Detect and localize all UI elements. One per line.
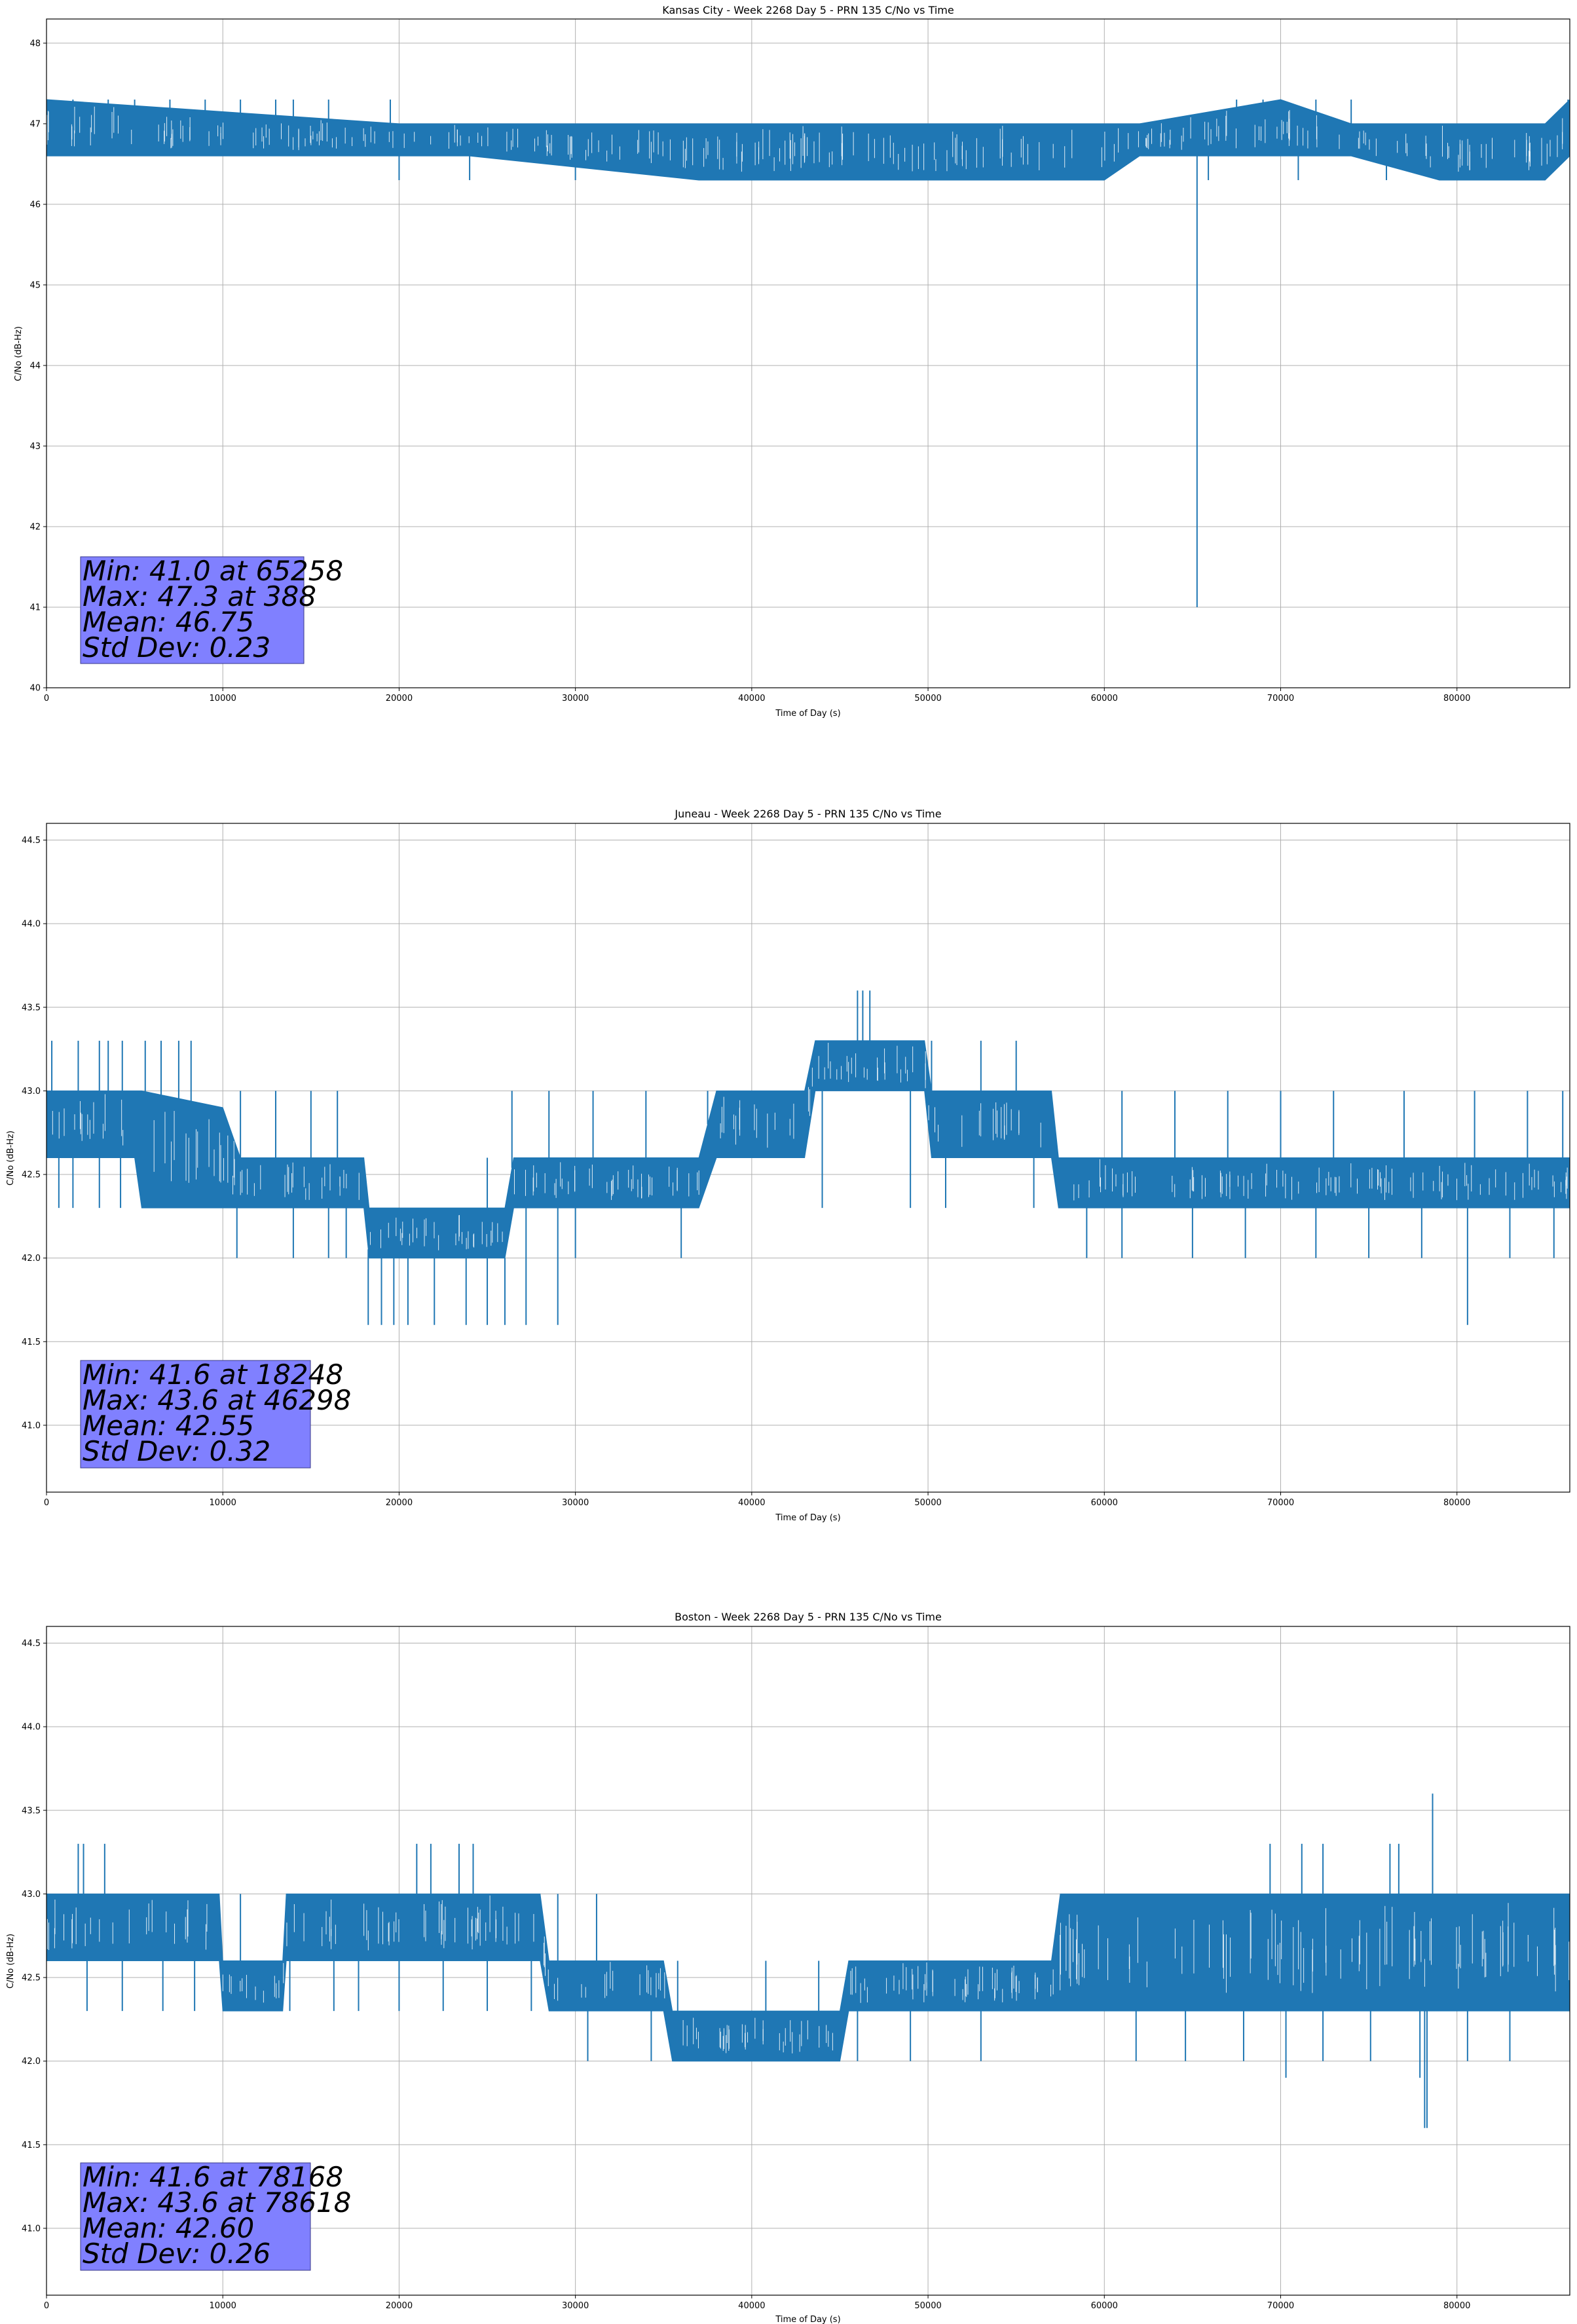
y-tick-label: 41.5 (22, 2141, 41, 2150)
x-tick-label: 80000 (1443, 2301, 1470, 2311)
y-axis-label: C/No (dB-Hz) (6, 1934, 16, 1989)
y-tick-label: 43 (29, 441, 41, 451)
x-tick-label: 60000 (1091, 2301, 1118, 2311)
stat-std-dev: Std Dev: 0.32 (83, 1435, 270, 1467)
stat-std-dev: Std Dev: 0.23 (83, 631, 270, 664)
x-axis-label: Time of Day (s) (775, 709, 840, 719)
y-axis-label: C/No (dB-Hz) (6, 1131, 16, 1186)
y-tick-label: 45 (29, 280, 41, 290)
x-tick-label: 10000 (210, 2301, 236, 2311)
plot-frame (46, 823, 1570, 1493)
y-axis-label: C/No (dB-Hz) (14, 326, 24, 381)
y-tick-label: 44.5 (22, 836, 41, 846)
x-tick-label: 10000 (210, 694, 236, 703)
y-tick-label: 42.5 (22, 1974, 41, 1983)
x-tick-label: 0 (44, 1498, 49, 1508)
chart-panel-juneau: Juneau - Week 2268 Day 5 - PRN 135 C/No … (6, 808, 1570, 1523)
signal-band (46, 99, 1570, 181)
x-tick-label: 40000 (738, 694, 765, 703)
x-tick-label: 20000 (386, 694, 413, 703)
stats-box: Min: 41.6 at 78168 Max: 43.6 at 78618 Me… (80, 2161, 351, 2271)
y-axis-ticks: 41.0 41.5 42.0 42.5 43.0 43.5 44.0 44.5 (22, 836, 46, 1431)
x-tick-label: 70000 (1267, 2301, 1294, 2311)
signal-band (46, 1893, 1570, 2062)
y-tick-label: 42.0 (22, 2057, 41, 2067)
stat-max: Max: 43.6 at 78618 (83, 2186, 351, 2219)
series-cno (46, 990, 1570, 1325)
x-axis-ticks: 0 10000 20000 30000 40000 50000 60000 70000 8000… (44, 1492, 1470, 1508)
x-tick-label: 40000 (738, 1498, 765, 1508)
chart-panel-kansas-city: Kansas City - Week 2268 Day 5 - PRN 135 … (14, 4, 1570, 719)
y-tick-label: 47 (29, 119, 41, 129)
y-tick-label: 46 (29, 200, 41, 210)
x-axis-label: Time of Day (s) (775, 2315, 840, 2324)
y-axis-ticks: 41.0 41.5 42.0 42.5 43.0 43.5 44.0 44.5 (22, 1639, 46, 2234)
x-tick-label: 0 (44, 694, 49, 703)
y-tick-label: 44 (29, 361, 41, 371)
y-axis-ticks: 40 41 42 43 44 45 46 47 48 (29, 39, 46, 694)
stat-max: Max: 47.3 at 388 (83, 580, 316, 612)
x-tick-label: 30000 (562, 2301, 589, 2311)
x-tick-label: 70000 (1267, 1498, 1294, 1508)
x-tick-label: 50000 (914, 2301, 941, 2311)
plot-frame (46, 1626, 1570, 2296)
chart-title: Kansas City - Week 2268 Day 5 - PRN 135 … (662, 4, 954, 16)
x-tick-label: 0 (44, 2301, 49, 2311)
plot-frame (46, 18, 1570, 688)
y-tick-label: 41.0 (22, 2224, 41, 2234)
x-tick-label: 30000 (562, 694, 589, 703)
stat-min: Min: 41.0 at 65258 (83, 555, 343, 587)
x-tick-label: 60000 (1091, 694, 1118, 703)
chart-panel-boston: Boston - Week 2268 Day 5 - PRN 135 C/No … (6, 1611, 1570, 2324)
y-tick-label: 40 (29, 684, 41, 694)
stats-box: Min: 41.0 at 65258 Max: 47.3 at 388 Mean… (80, 555, 343, 664)
y-tick-label: 41.0 (22, 1421, 41, 1431)
x-tick-label: 60000 (1091, 1498, 1118, 1508)
y-tick-label: 44.0 (22, 1723, 41, 1733)
stat-mean: Mean: 42.60 (83, 2212, 254, 2244)
stat-min: Min: 41.6 at 78168 (83, 2161, 343, 2193)
x-tick-label: 20000 (386, 2301, 413, 2311)
stats-box: Min: 41.6 at 18248 Max: 43.6 at 46298 Me… (80, 1359, 351, 1469)
x-axis-ticks: 0 10000 20000 30000 40000 50000 60000 70000 8000… (44, 688, 1470, 703)
x-tick-label: 70000 (1267, 694, 1294, 703)
chart-title: Boston - Week 2268 Day 5 - PRN 135 C/No … (675, 1611, 942, 1623)
y-tick-label: 42.5 (22, 1171, 41, 1180)
x-tick-label: 10000 (210, 1498, 236, 1508)
stats-box-background (80, 2162, 311, 2271)
x-tick-label: 50000 (914, 694, 941, 703)
chart-title: Juneau - Week 2268 Day 5 - PRN 135 C/No … (674, 808, 941, 820)
y-tick-label: 44.5 (22, 1639, 41, 1649)
y-tick-label: 44.0 (22, 920, 41, 929)
y-tick-label: 42.0 (22, 1254, 41, 1264)
y-tick-label: 42 (29, 522, 41, 532)
y-tick-label: 41 (29, 603, 41, 612)
y-tick-label: 43.5 (22, 1806, 41, 1816)
x-tick-label: 80000 (1443, 694, 1470, 703)
stat-std-dev: Std Dev: 0.26 (83, 2238, 270, 2270)
y-tick-label: 41.5 (22, 1338, 41, 1347)
x-axis-ticks: 0 10000 20000 30000 40000 50000 60000 70000 8000… (44, 2295, 1470, 2311)
stat-min: Min: 41.6 at 18248 (83, 1359, 343, 1391)
stat-mean: Mean: 46.75 (83, 606, 254, 638)
y-tick-label: 43.5 (22, 1003, 41, 1013)
x-tick-label: 20000 (386, 1498, 413, 1508)
series-cno (46, 99, 1570, 607)
stats-box-background (80, 1360, 311, 1469)
x-tick-label: 80000 (1443, 1498, 1470, 1508)
x-axis-label: Time of Day (s) (775, 1513, 840, 1523)
x-tick-label: 30000 (562, 1498, 589, 1508)
y-tick-label: 43.0 (22, 1087, 41, 1096)
signal-band (46, 1040, 1570, 1259)
series-cno (46, 1793, 1570, 2128)
stats-box-background (80, 556, 305, 664)
stat-max: Max: 43.6 at 46298 (83, 1384, 351, 1416)
x-tick-label: 40000 (738, 2301, 765, 2311)
y-tick-label: 48 (29, 39, 41, 48)
y-tick-label: 43.0 (22, 1890, 41, 1900)
stat-mean: Mean: 42.55 (83, 1410, 254, 1442)
x-tick-label: 50000 (914, 1498, 941, 1508)
